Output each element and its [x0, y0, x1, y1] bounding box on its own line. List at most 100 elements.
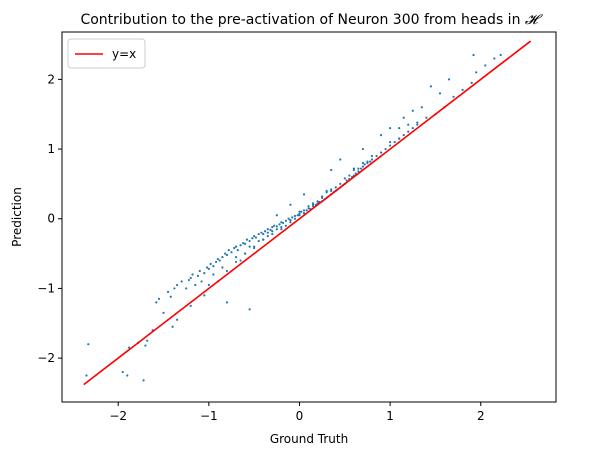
scatter-point: [389, 127, 392, 130]
scatter-point: [212, 273, 215, 276]
scatter-point: [216, 258, 219, 261]
x-tick-label: −1: [200, 409, 218, 423]
scatter-point: [162, 311, 165, 314]
legend: y=x: [67, 38, 146, 69]
scatter-point: [280, 228, 283, 231]
chart-title-symbol: 𝓗: [525, 12, 543, 28]
y-tick-label: 1: [47, 142, 55, 156]
scatter-point: [234, 260, 238, 264]
scatter-point: [357, 170, 360, 173]
scatter-point: [251, 237, 254, 240]
scatter-point: [176, 283, 179, 287]
x-axis-label: Ground Truth: [270, 432, 348, 446]
scatter-point: [269, 228, 272, 231]
scatter-point: [225, 301, 229, 304]
scatter-point: [298, 210, 301, 213]
scatter-point: [369, 160, 372, 163]
scatter-point: [166, 290, 170, 294]
scatter-point: [389, 140, 392, 144]
scatter-point: [425, 116, 428, 119]
scatter-point: [379, 134, 383, 137]
scatter-point: [289, 203, 292, 206]
scatter-point: [366, 160, 369, 163]
scatter-point: [198, 269, 201, 273]
scatter-point: [321, 196, 324, 199]
scatter-point: [289, 219, 292, 222]
scatter-point: [189, 276, 192, 280]
y-tick-label: −2: [37, 351, 55, 365]
scatter-point: [234, 245, 238, 248]
scatter-point: [361, 147, 365, 151]
scatter-point: [227, 249, 230, 252]
scatter-point: [262, 238, 265, 241]
scatter-point: [271, 230, 274, 233]
scatter-point: [352, 167, 355, 170]
scatter-point: [248, 239, 251, 243]
chart-title-text: Contribution to the pre-activation of Ne…: [80, 12, 524, 28]
scatter-point: [127, 346, 131, 349]
scatter-point: [354, 172, 357, 175]
scatter-point: [273, 224, 276, 227]
scatter-point: [302, 212, 306, 215]
y-axis-label: Prediction: [10, 187, 24, 247]
scatter-point: [360, 167, 363, 170]
scatter-point: [173, 287, 176, 290]
scatter-point: [357, 167, 360, 170]
scatter-point: [307, 207, 310, 210]
scatter-point: [180, 280, 183, 283]
scatter-point: [305, 209, 308, 212]
scatter-point: [189, 304, 192, 307]
scatter-point: [484, 64, 487, 67]
scatter-point: [224, 252, 227, 255]
scatter-point: [475, 71, 478, 74]
scatter-point: [225, 253, 229, 257]
scatter-point: [330, 168, 333, 172]
y-tick-label: 2: [47, 72, 55, 86]
reference-line-group: [83, 40, 532, 386]
scatter-point: [398, 127, 401, 130]
scatter-point: [379, 151, 383, 154]
scatter-point: [296, 214, 299, 217]
scatter-point: [146, 339, 149, 342]
y-axis-ticks: −2 −1 0 1 2: [37, 72, 62, 365]
scatter-point: [287, 217, 290, 220]
scatter-point: [254, 236, 258, 239]
x-tick-label: 1: [386, 409, 394, 423]
scatter-point: [203, 294, 206, 297]
scatter-point: [257, 239, 260, 243]
scatter-point: [300, 210, 303, 213]
scatter-point: [438, 92, 442, 95]
scatter-point: [248, 245, 251, 248]
scatter-point: [155, 301, 158, 304]
scatter-point: [345, 179, 348, 182]
scatter-point: [225, 269, 229, 273]
scatter-point: [200, 280, 203, 283]
scatter-point: [263, 230, 267, 233]
scatter-point: [420, 106, 423, 109]
scatter-point: [121, 370, 124, 374]
reference-line: [83, 40, 532, 386]
x-tick-label: 2: [477, 409, 485, 423]
scatter-point: [447, 78, 451, 81]
scatter-point: [144, 344, 147, 347]
scatter-point: [291, 216, 294, 219]
x-tick-label: 0: [296, 409, 304, 423]
scatter-point: [278, 223, 281, 226]
scatter-point: [302, 209, 306, 212]
legend-box: [67, 38, 146, 69]
scatter-point: [142, 379, 145, 382]
y-tick-label: −1: [37, 281, 55, 295]
scatter-point: [343, 177, 346, 180]
scatter-point: [239, 259, 242, 262]
scatter-point: [196, 274, 200, 277]
scatter-point: [311, 202, 315, 205]
scatter-point: [411, 109, 414, 112]
scatter-point: [85, 374, 88, 377]
scatter-point: [230, 251, 233, 254]
scatter-point: [191, 273, 194, 276]
scatter-point: [330, 189, 333, 192]
x-tick-label: −2: [109, 409, 127, 423]
scatter-point: [203, 271, 206, 275]
scatter-point: [334, 186, 337, 189]
